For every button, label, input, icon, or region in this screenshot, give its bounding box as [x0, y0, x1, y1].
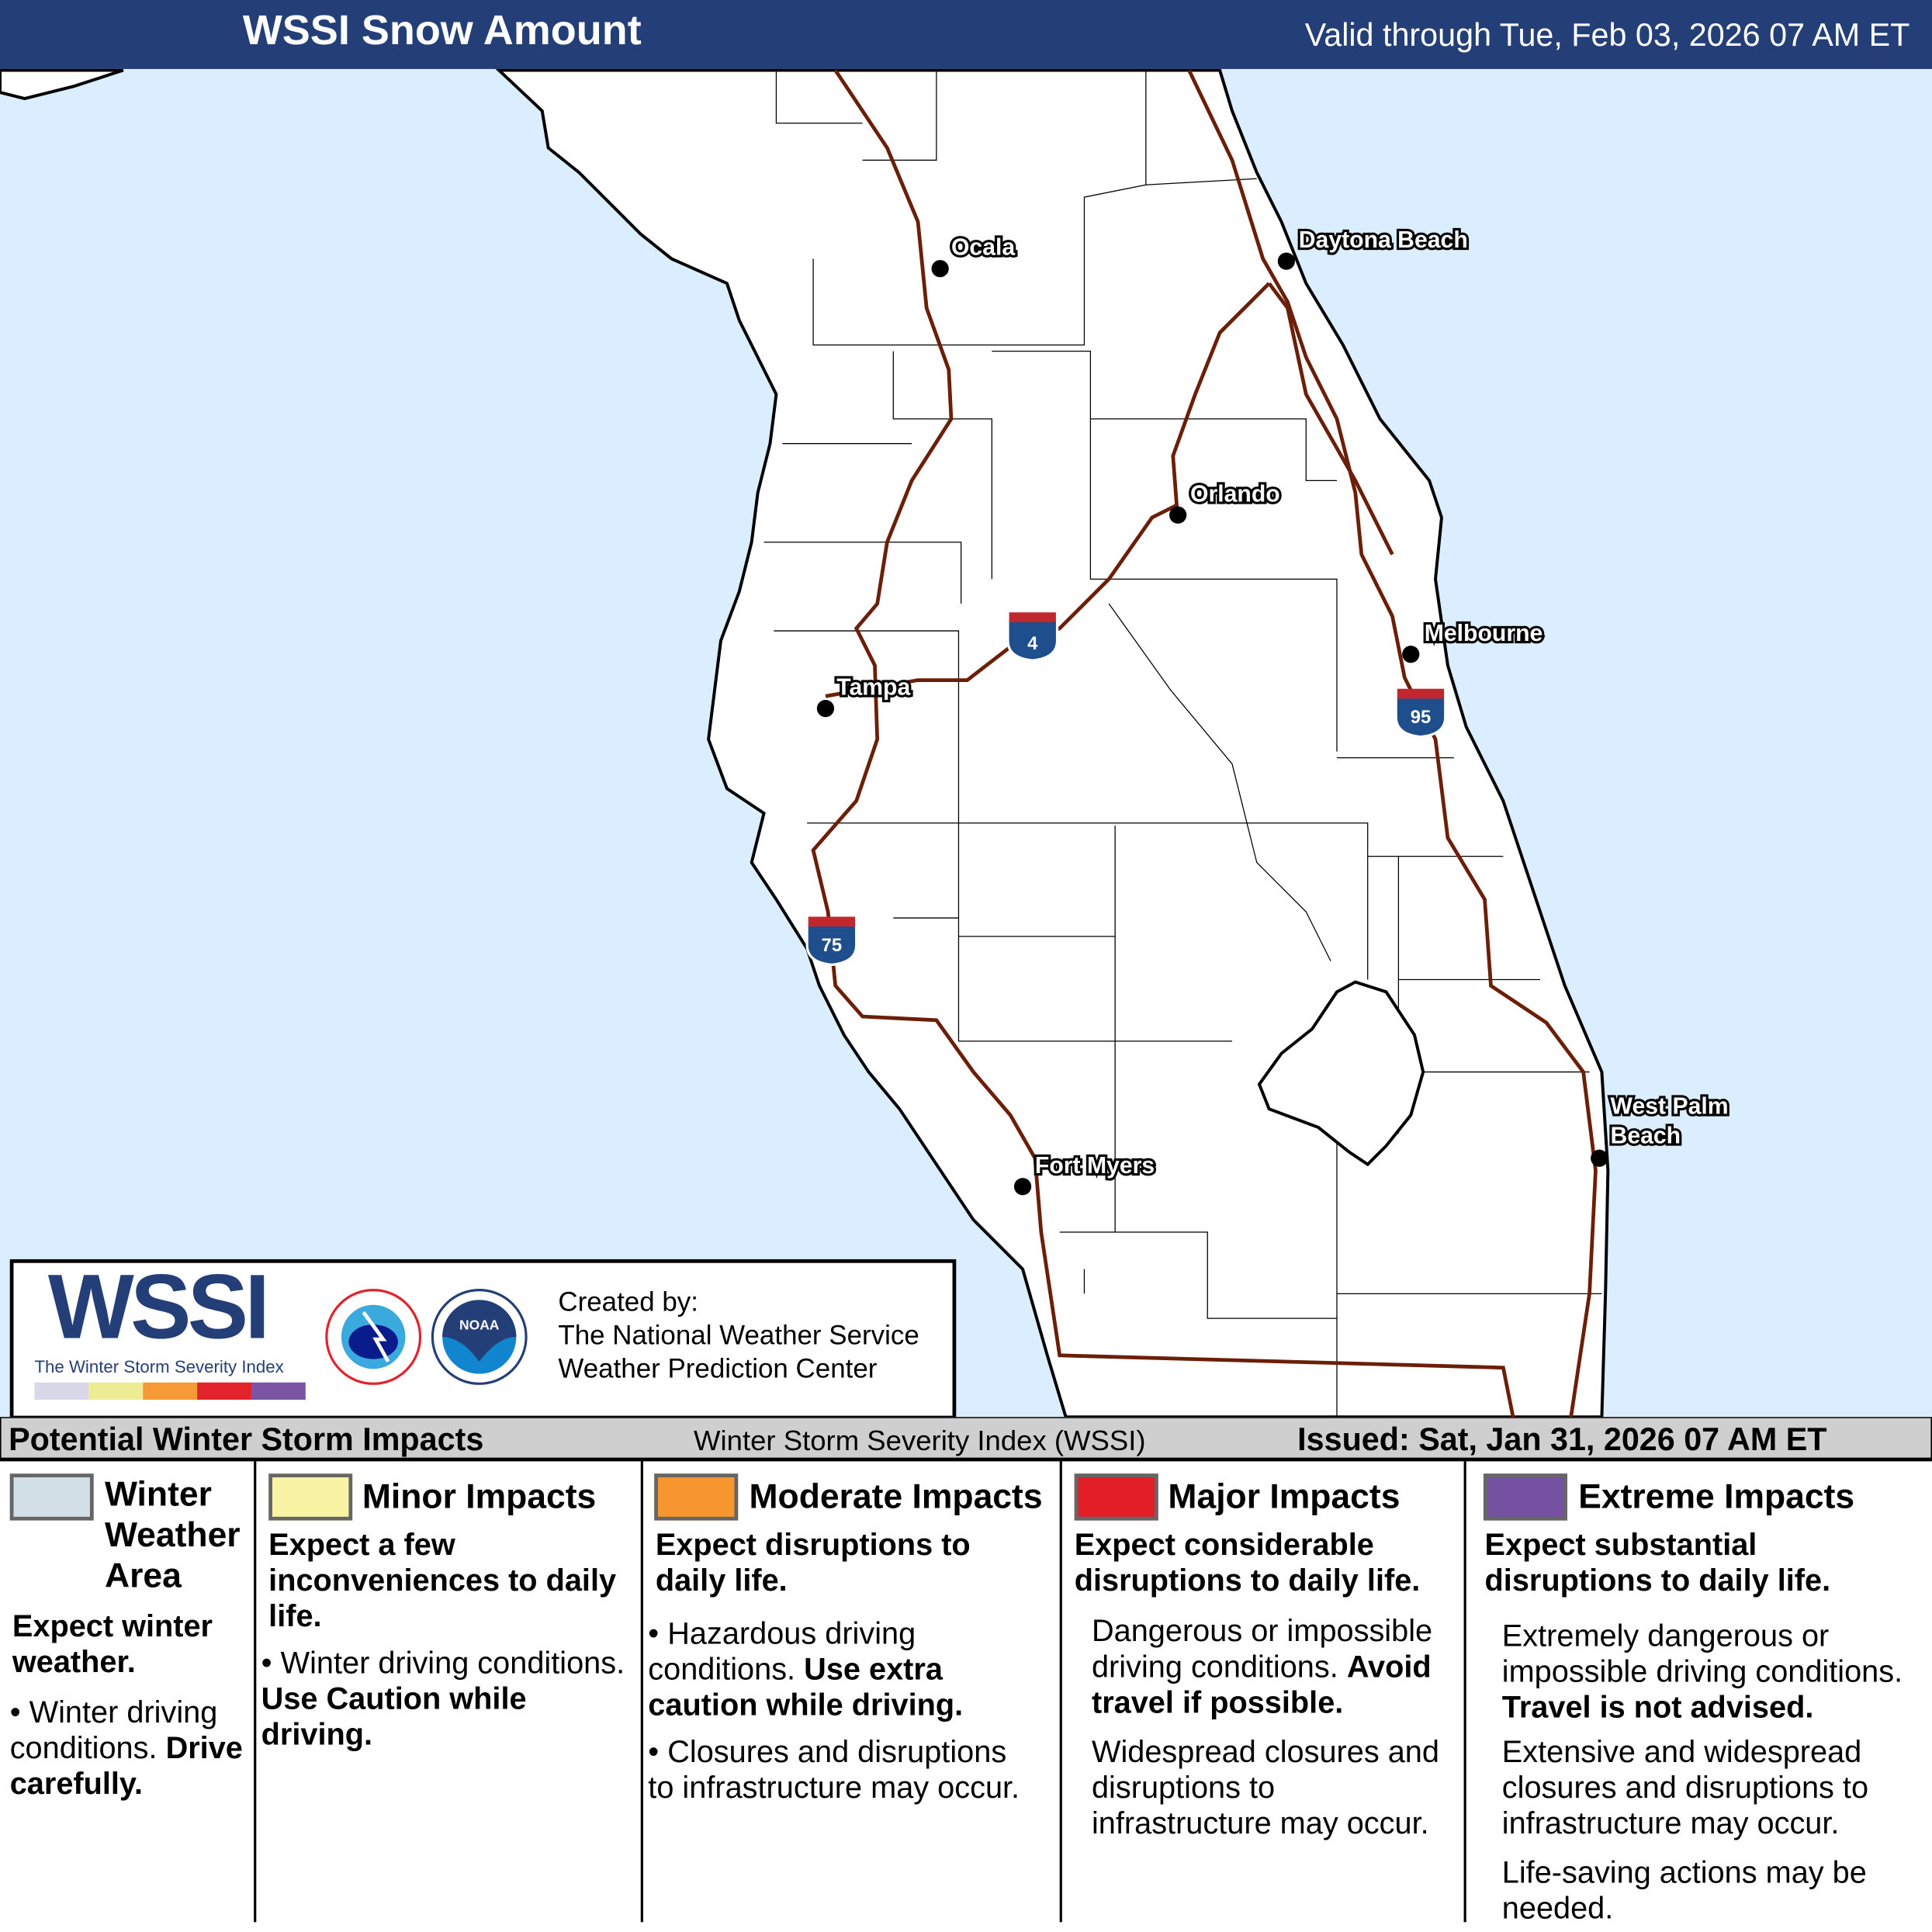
color-swatch	[9, 1473, 94, 1521]
credit-line: Weather Prediction Center	[558, 1352, 878, 1384]
credits-box: WSSI The Winter Storm Severity Index NOA…	[9, 1255, 957, 1420]
legend-subtitle: Winter Storm Severity Index (WSSI)	[694, 1424, 1146, 1457]
category-detail: • Winter driving conditions. Drive caref…	[9, 1695, 243, 1802]
category-detail: Extremely dangerous or impossible drivin…	[1501, 1619, 1903, 1726]
severity-color-bar	[34, 1382, 306, 1400]
city-label-ocala: Ocala	[949, 233, 1018, 264]
category-detail: • Hazardous driving conditions. Use extr…	[648, 1616, 964, 1723]
i-95	[1187, 69, 1598, 1418]
category-detail: Extensive and widespread closures and di…	[1501, 1734, 1869, 1841]
shield-i75: 75	[805, 916, 858, 967]
category-title: Moderate Impacts	[749, 1477, 1043, 1516]
wssi-logo: WSSI	[47, 1255, 270, 1358]
turnpike	[1267, 282, 1394, 556]
impact-legend: Winter Weather Area Expect winter weathe…	[0, 1461, 1932, 1932]
wssi-logo-subtitle: The Winter Storm Severity Index	[34, 1356, 284, 1376]
svg-text:4: 4	[1027, 633, 1038, 654]
map-title: WSSI Snow Amount	[242, 7, 642, 54]
noaa-logo: NOAA	[431, 1289, 528, 1385]
category-detail: Widespread closures and disruptions to i…	[1091, 1734, 1439, 1841]
i-4	[825, 282, 1271, 698]
city-label-fort-myers: Fort Myers	[1033, 1151, 1158, 1182]
category-summary: Expect substantial disruptions to daily …	[1484, 1528, 1831, 1598]
city-label-tampa: Tampa	[834, 673, 912, 704]
category-summary: Expect disruptions to daily life.	[655, 1528, 971, 1598]
credit-line: The National Weather Service	[558, 1319, 919, 1351]
category-detail: Life-saving actions may be needed.	[1501, 1855, 1867, 1927]
category-detail: Dangerous or impossible driving conditio…	[1091, 1614, 1433, 1720]
color-swatch	[1483, 1473, 1567, 1521]
svg-text:NOAA: NOAA	[459, 1317, 500, 1332]
panhandle-land	[0, 68, 124, 101]
lake-okeechobee	[1257, 980, 1425, 1167]
svg-text:75: 75	[822, 935, 843, 956]
category-summary: Expect a few inconveniences to daily lif…	[268, 1528, 617, 1634]
interstates	[811, 69, 1598, 1418]
legend-header-band: Potential Winter Storm Impacts Winter St…	[0, 1417, 1932, 1462]
city-label-orlando: Orlando	[1188, 480, 1283, 511]
city-markers	[816, 252, 1608, 1196]
legend-winter-weather-area: Winter Weather Area Expect winter weathe…	[0, 1461, 257, 1923]
category-detail: • Closures and disruptions to infrastruc…	[648, 1734, 1020, 1806]
legend-moderate-impacts: Moderate Impacts Expect disruptions to d…	[643, 1461, 1062, 1923]
city-label-daytona-beach: Daytona Beach	[1297, 226, 1470, 257]
svg-text:95: 95	[1411, 707, 1431, 728]
category-title: Winter Weather Area	[104, 1474, 241, 1594]
color-swatch	[654, 1473, 739, 1521]
credit-text: Created by: The National Weather Service…	[558, 1285, 919, 1385]
category-title: Major Impacts	[1168, 1477, 1401, 1516]
legend-extreme-impacts: Extreme Impacts Expect substantial disru…	[1466, 1461, 1930, 1926]
city-label-melbourne: Melbourne	[1422, 618, 1546, 649]
legend-title: Potential Winter Storm Impacts	[9, 1420, 484, 1458]
florida-map: 4 95 75	[0, 68, 1932, 1418]
category-summary: Expect winter weather.	[12, 1608, 213, 1680]
shield-i95: 95	[1394, 688, 1447, 739]
category-summary: Expect considerable disruptions to daily…	[1074, 1528, 1421, 1598]
legend-minor-impacts: Minor Impacts Expect a few inconvenience…	[256, 1461, 643, 1923]
shield-i4: 4	[1006, 612, 1059, 662]
color-swatch	[1074, 1473, 1158, 1521]
header-bar: WSSI Snow Amount Valid through Tue, Feb …	[0, 0, 1932, 69]
city-label-west-palm-beach: West Palm Beach	[1608, 1092, 1730, 1152]
i-75	[811, 69, 1515, 1418]
nws-logo	[325, 1289, 422, 1385]
category-title: Extreme Impacts	[1578, 1477, 1855, 1516]
category-title: Minor Impacts	[362, 1477, 597, 1516]
credit-line: Created by:	[558, 1286, 698, 1317]
issued-time: Issued: Sat, Jan 31, 2026 07 AM ET	[1297, 1420, 1827, 1458]
color-swatch	[268, 1473, 353, 1521]
valid-time: Valid through Tue, Feb 03, 2026 07 AM ET	[1304, 16, 1910, 54]
category-detail: • Winter driving conditions. Use Caution…	[261, 1646, 625, 1753]
county-lines	[763, 70, 1602, 1418]
legend-major-impacts: Major Impacts Expect considerable disrup…	[1062, 1461, 1466, 1923]
